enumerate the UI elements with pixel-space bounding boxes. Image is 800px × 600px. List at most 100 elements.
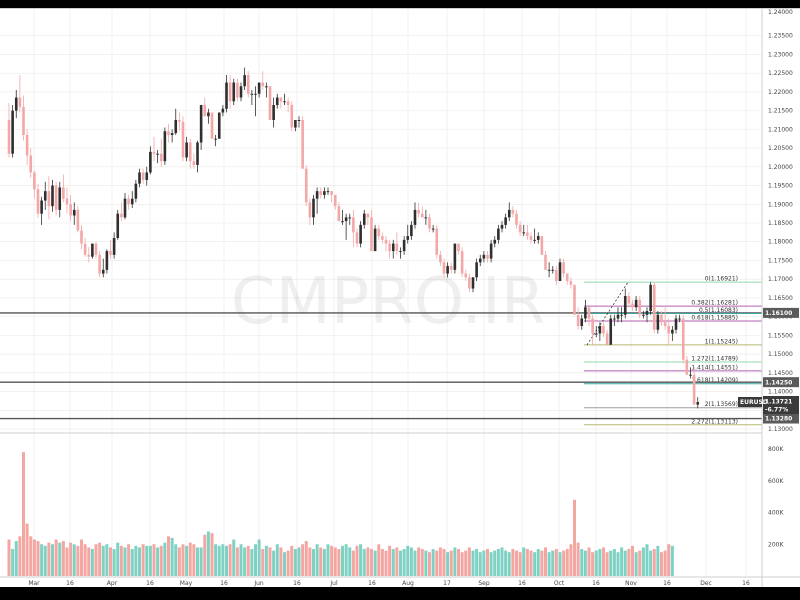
date-tick-label: 16 xyxy=(518,580,526,587)
volume-bar xyxy=(94,544,98,576)
candle-body xyxy=(308,202,312,218)
candle-body xyxy=(76,209,80,231)
fibonacci-levels[interactable]: 0(1.16921) 0.382(1.16281)0.5(1.16083)0.61… xyxy=(584,276,762,426)
candle-body xyxy=(301,120,304,169)
candle-body xyxy=(167,131,170,135)
price-tick-label: 1.16500 xyxy=(768,295,793,302)
volume-bar xyxy=(109,547,112,576)
date-tick-label: 16 xyxy=(663,580,671,587)
candle-body xyxy=(446,266,449,274)
candle-body xyxy=(207,112,210,117)
candle-body xyxy=(678,318,681,320)
candle-body xyxy=(257,82,261,94)
candle-body xyxy=(453,243,457,270)
date-axis[interactable]: Mar 16 Apr 16 May 16 Jun 16 Jul 16 Aug 17 Sep 16 Oct 16… xyxy=(28,580,750,587)
candle-body xyxy=(500,224,504,229)
volume-bar xyxy=(591,552,595,576)
date-tick-label: Aug xyxy=(402,580,414,587)
volume-bar xyxy=(199,547,203,576)
candle-body xyxy=(279,97,283,102)
candle-body xyxy=(674,318,678,330)
volume-bar xyxy=(663,550,667,576)
candle-body xyxy=(312,198,315,218)
volume-bar xyxy=(65,547,69,576)
candle-body xyxy=(689,374,692,376)
candle-body xyxy=(373,228,377,252)
candle-body xyxy=(54,185,58,210)
hline-price-tag: 1.16100 xyxy=(765,310,792,317)
candle-body xyxy=(529,236,533,240)
volume-bar xyxy=(529,550,533,576)
volume-bar xyxy=(275,544,279,576)
candle-body xyxy=(681,318,685,360)
volume-bar xyxy=(391,549,395,576)
volume-bar xyxy=(43,545,47,576)
price-tick-label: 1.18000 xyxy=(768,239,793,246)
volume-bar xyxy=(460,552,464,576)
volume-bar xyxy=(243,547,247,576)
volume-bar xyxy=(641,547,645,576)
candle-body xyxy=(355,232,359,244)
volume-tick-label: 200K xyxy=(768,541,784,548)
candle-body xyxy=(370,217,373,252)
volume-bar xyxy=(649,550,653,576)
volume-bar xyxy=(373,550,377,576)
candle-body xyxy=(11,110,14,154)
volume-bar xyxy=(511,549,515,576)
candle-body xyxy=(594,333,598,335)
price-tick-label: 1.15000 xyxy=(768,351,793,358)
candle-body xyxy=(22,106,25,135)
volume-bar xyxy=(250,549,254,576)
candle-body xyxy=(518,224,522,233)
candle-body xyxy=(228,82,232,102)
candle-body xyxy=(504,217,507,225)
date-tick-label: Dec xyxy=(700,580,712,587)
volume-bar xyxy=(496,549,500,576)
candle-body xyxy=(602,326,605,334)
date-tick-label: 16 xyxy=(220,580,228,587)
candle-body xyxy=(87,254,91,257)
volume-bar xyxy=(319,547,323,576)
volume-bar xyxy=(500,547,504,576)
candle-body xyxy=(323,191,326,195)
candle-body xyxy=(123,198,127,218)
candle-body xyxy=(297,120,301,121)
date-tick-label: 16 xyxy=(742,580,750,587)
candle-body xyxy=(366,213,370,218)
volume-bar xyxy=(156,547,160,576)
candle-body xyxy=(127,198,130,205)
price-axis[interactable]: 1.23500 1.23000 1.22500 1.22000 1.21500 1.210… xyxy=(768,9,793,433)
volume-axis[interactable]: 800K 600K 400K 200K xyxy=(768,446,784,548)
volume-bar xyxy=(32,539,36,576)
candlestick-chart[interactable]: CMPRO.IR 0(1.16921) 0.382(1.16281)0.5(1.1… xyxy=(0,9,800,587)
candle-body xyxy=(214,138,217,140)
volume-bar xyxy=(214,544,218,576)
date-tick-label: 16 xyxy=(368,580,376,587)
candle-body xyxy=(98,254,101,274)
volume-bar xyxy=(14,541,18,576)
volume-bar xyxy=(58,542,62,576)
candle-body xyxy=(294,120,297,128)
volume-bar xyxy=(457,549,460,576)
candle-body xyxy=(402,239,406,252)
candle-body xyxy=(605,333,609,345)
date-tick-label: 16 xyxy=(146,580,154,587)
date-tick-label: 16 xyxy=(592,580,600,587)
volume-bar xyxy=(174,544,178,576)
horizontal-lines[interactable] xyxy=(0,312,762,420)
candle-body xyxy=(25,134,29,156)
volume-bar xyxy=(525,549,529,576)
volume-bar xyxy=(540,550,544,576)
volume-tick-label: 600K xyxy=(768,478,784,485)
chart-panel[interactable]: CMPRO.IR 0(1.16921) 0.382(1.16281) 0.5(1.1… xyxy=(0,8,800,587)
candle-body xyxy=(475,262,478,278)
volume-bar xyxy=(583,550,587,576)
volume-bar xyxy=(225,545,228,576)
candle-body xyxy=(547,269,551,271)
volume-bar xyxy=(18,536,22,576)
candle-body xyxy=(159,153,163,162)
volume-bar xyxy=(442,549,446,576)
price-tick-label: 1.14000 xyxy=(768,389,793,396)
candle-body xyxy=(384,239,388,244)
candle-body xyxy=(410,224,413,237)
